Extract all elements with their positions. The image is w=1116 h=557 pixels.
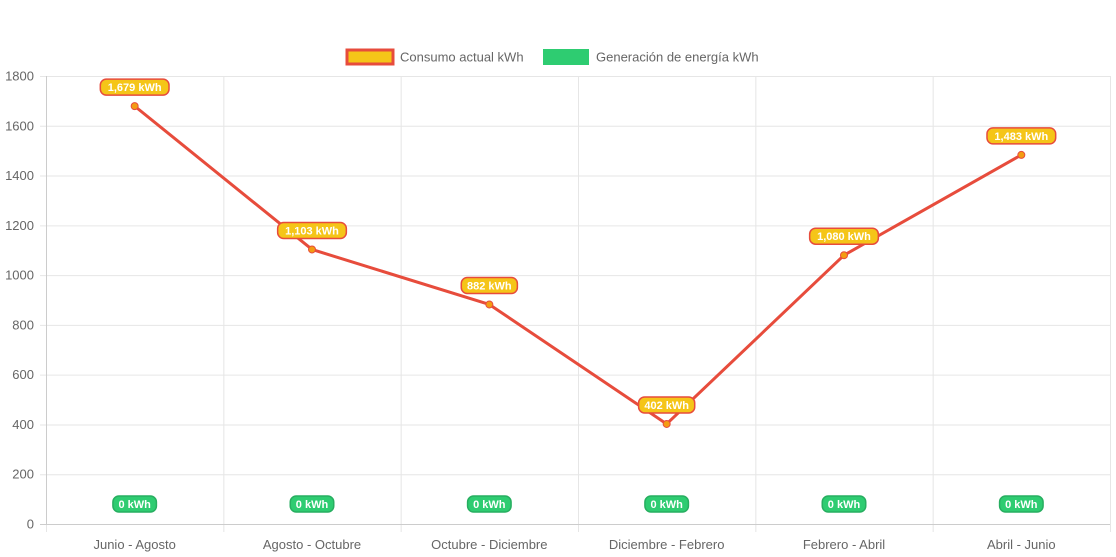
generacion-data-label-text: 0 kWh <box>296 499 329 511</box>
generacion-data-label-bg <box>112 495 158 513</box>
consumo-data-label: 1,483 kWh <box>986 127 1057 145</box>
legend-swatch-generacion <box>543 49 589 65</box>
x-tick-label: Diciembre - Febrero <box>609 537 725 552</box>
consumo-data-label-text: 1,679 kWh <box>108 82 162 94</box>
consumo-data-label-text: 1,103 kWh <box>285 225 339 237</box>
generacion-data-label-text: 0 kWh <box>828 499 861 511</box>
y-tick-label: 200 <box>12 467 34 482</box>
y-tick-label: 1200 <box>5 218 34 233</box>
generacion-data-label-bg <box>998 495 1044 513</box>
consumo-point <box>840 251 848 260</box>
data-labels: 1,679 kWh 1,103 kWh 882 kWh 402 kWh 1,080 kW… <box>99 78 1057 513</box>
grid <box>40 76 1111 532</box>
legend-item-consumo[interactable]: Consumo actual kWh <box>345 48 524 66</box>
x-tick-label: Febrero - Abril <box>803 537 885 552</box>
legend-item-generacion[interactable]: Generación de energía kWh <box>543 49 759 65</box>
generacion-data-label: 0 kWh <box>112 495 158 513</box>
consumo-point <box>485 300 494 309</box>
consumo-data-label-text: 402 kWh <box>644 400 689 412</box>
consumo-data-label-text: 882 kWh <box>467 280 512 292</box>
generacion-data-label-text: 0 kWh <box>650 499 683 511</box>
generacion-data-label: 0 kWh <box>289 495 335 513</box>
legend[interactable]: Consumo actual kWh Generación de energía … <box>345 48 759 66</box>
legend-label-generacion: Generación de energía kWh <box>596 50 759 65</box>
consumo-point <box>662 419 671 428</box>
generacion-data-label: 0 kWh <box>644 495 690 513</box>
y-tick-label: 1000 <box>5 268 34 283</box>
generacion-data-label-bg <box>289 495 335 513</box>
generacion-data-label-bg <box>644 495 690 513</box>
consumo-data-label-text: 1,483 kWh <box>994 131 1048 143</box>
x-tick-label: Agosto - Octubre <box>263 537 361 552</box>
consumo-data-label-bg <box>460 276 519 295</box>
tick-labels: 0 200 400 600 800 1000 1200 1400 1600 1800 Junio -… <box>5 69 1056 553</box>
consumo-data-label-text: 1,080 kWh <box>817 231 871 243</box>
generacion-data-label-bg <box>821 495 867 513</box>
consumo-data-label: 1,103 kWh <box>276 221 348 240</box>
y-tick-label: 600 <box>12 367 34 382</box>
consumo-point <box>308 245 316 254</box>
consumo-data-label: 1,679 kWh <box>99 78 170 96</box>
generacion-data-label-bg <box>466 495 512 513</box>
consumo-data-label: 1,080 kWh <box>808 227 880 245</box>
y-tick-label: 800 <box>12 317 34 332</box>
generacion-data-label-text: 0 kWh <box>473 499 506 511</box>
consumo-data-label-bg <box>276 221 348 240</box>
consumo-data-label-bg <box>808 227 880 245</box>
generacion-data-label: 0 kWh <box>998 495 1044 513</box>
y-tick-label: 1600 <box>5 118 34 133</box>
legend-swatch-consumo <box>345 48 395 66</box>
y-tick-label: 0 <box>27 517 34 532</box>
consumo-data-label-bg <box>986 127 1057 145</box>
legend-label-consumo: Consumo actual kWh <box>400 50 524 65</box>
x-tick-label: Junio - Agosto <box>93 537 175 552</box>
consumo-data-label: 882 kWh <box>460 276 519 295</box>
x-tick-label: Abril - Junio <box>987 537 1056 552</box>
consumo-data-label-bg <box>99 78 170 96</box>
series <box>130 102 1026 428</box>
generacion-data-label: 0 kWh <box>466 495 512 513</box>
x-tick-label: Octubre - Diciembre <box>431 537 547 552</box>
consumo-point <box>1017 150 1026 159</box>
y-tick-label: 1400 <box>5 168 34 183</box>
axes <box>40 76 1110 525</box>
consumo-point <box>130 102 139 111</box>
y-tick-label: 1800 <box>5 69 34 84</box>
generacion-data-label-text: 0 kWh <box>118 499 151 511</box>
y-tick-label: 400 <box>12 417 34 432</box>
generacion-data-label-text: 0 kWh <box>1005 499 1038 511</box>
generacion-data-label: 0 kWh <box>821 495 867 513</box>
consumo-data-label: 402 kWh <box>637 396 696 414</box>
consumo-data-label-bg <box>637 396 696 414</box>
